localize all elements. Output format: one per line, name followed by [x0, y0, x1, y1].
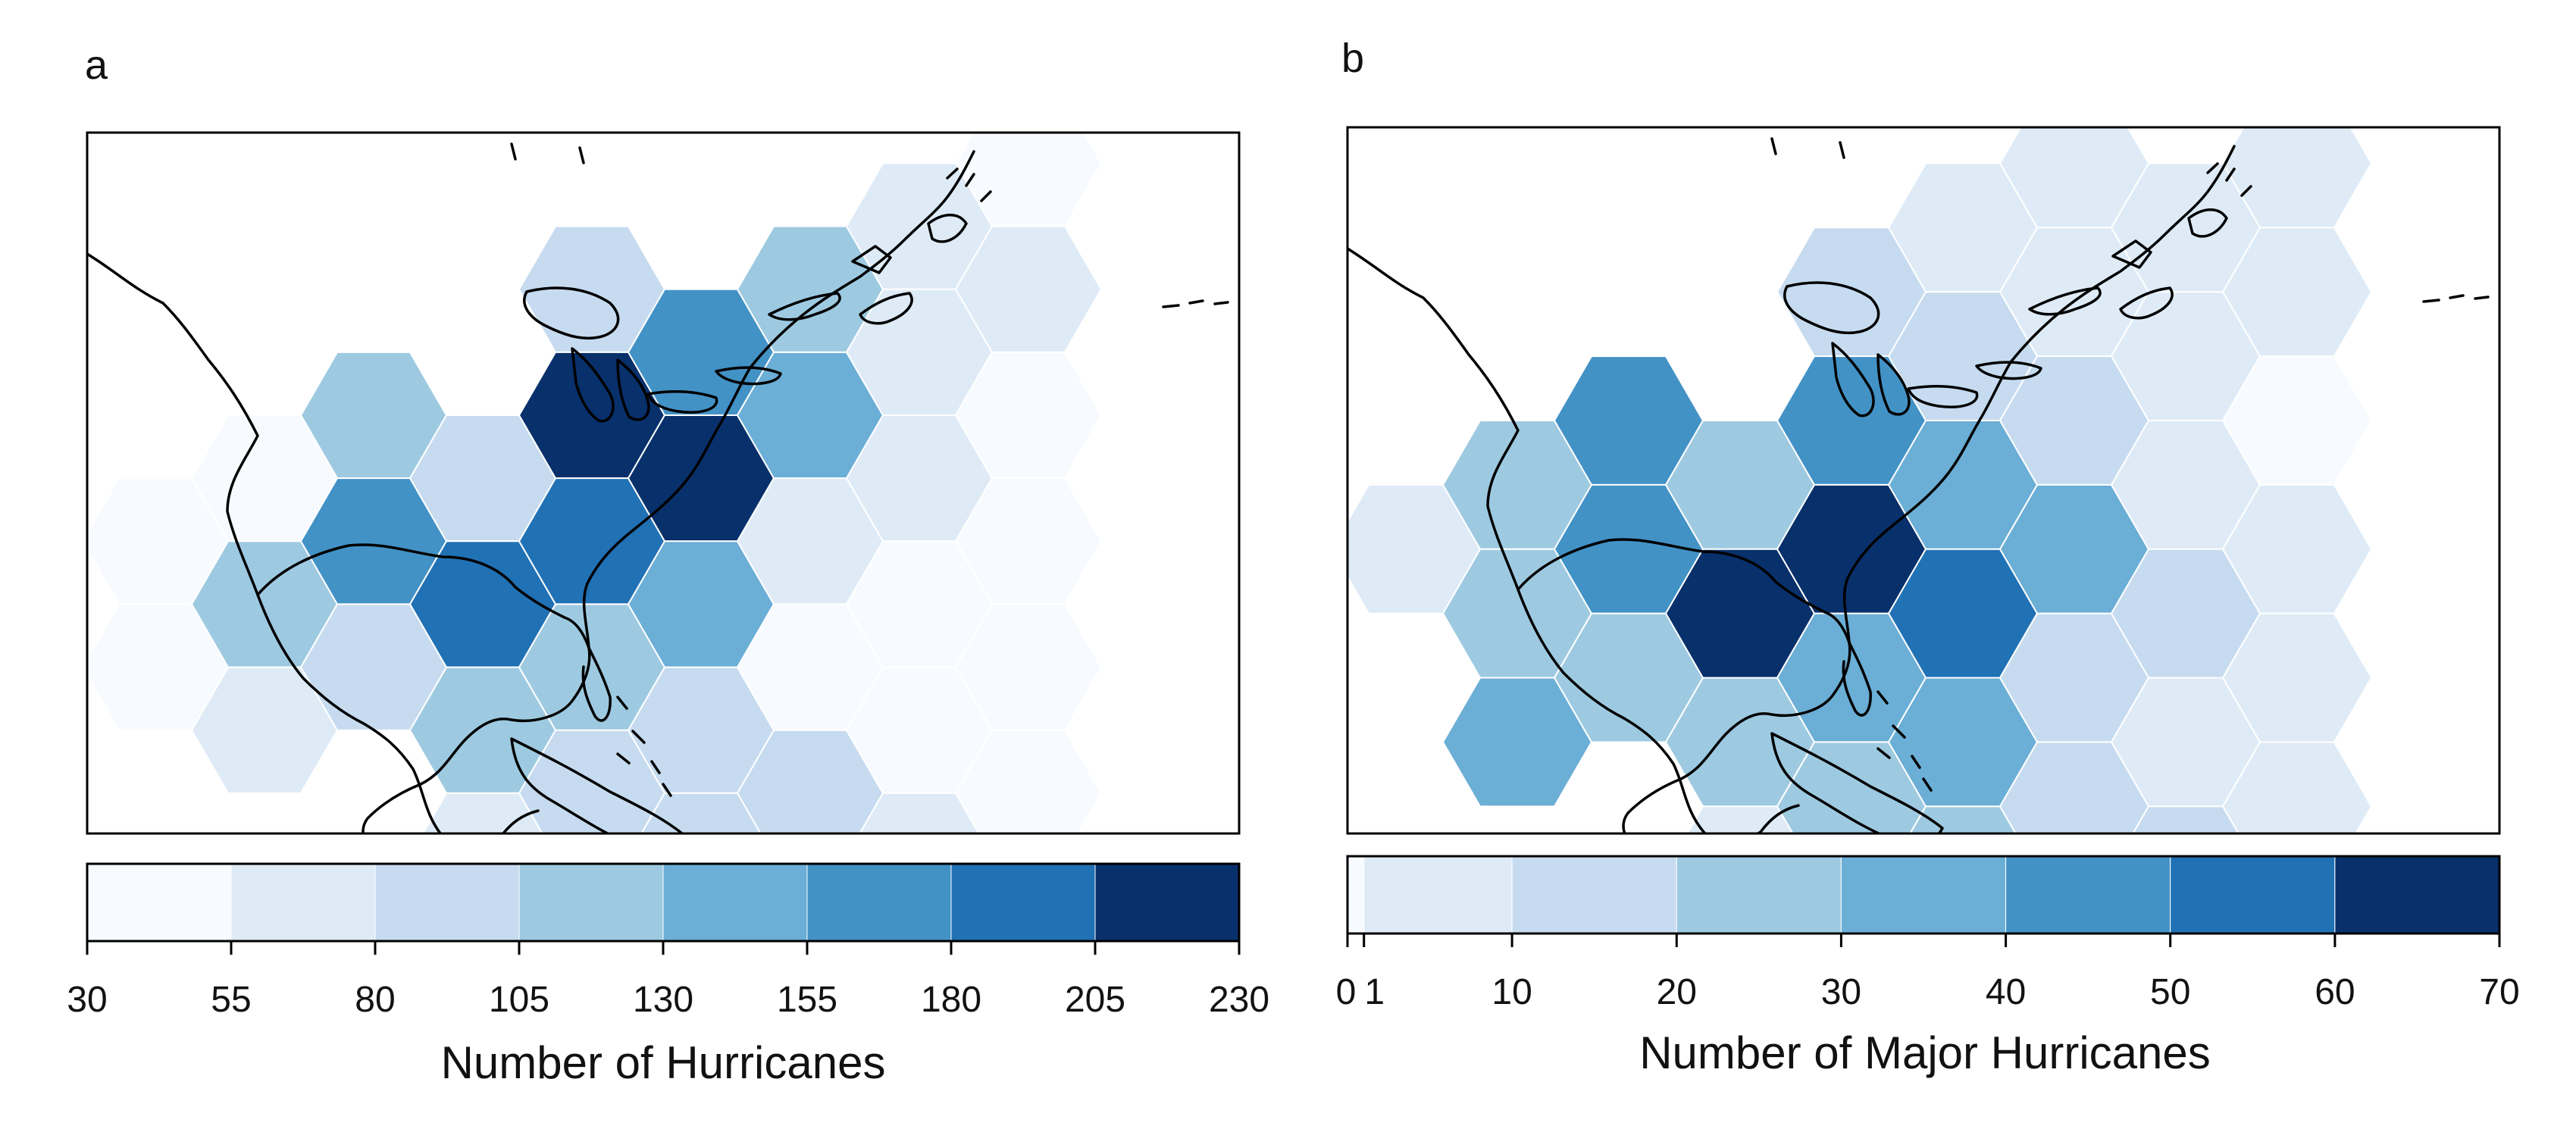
colorbar-tick-label: 180	[921, 980, 981, 1020]
panel-b-colorbar-label: Number of Major Hurricanes	[1639, 1027, 2211, 1078]
colorbar-swatch	[1511, 855, 1677, 934]
colorbar-swatch	[1347, 855, 1365, 934]
panel-a-map-frame	[86, 131, 1241, 835]
colorbar-swatch	[230, 863, 376, 942]
colorbar-tick-label: 60	[2315, 972, 2355, 1012]
colorbar-swatch	[2170, 855, 2336, 934]
panel-b-colorbar-frame	[1346, 855, 2501, 935]
panel-a-hex-grid	[87, 133, 1103, 833]
panel-a-colorbar-label: Number of Hurricanes	[441, 1037, 886, 1088]
colorbar-swatch	[806, 863, 952, 942]
colorbar-tick-label: 1	[1364, 972, 1385, 1012]
colorbar-swatch	[1676, 855, 1842, 934]
colorbar-tick-label: 0	[1336, 972, 1357, 1012]
colorbar-swatch	[1094, 863, 1240, 942]
hex-cell	[954, 729, 1103, 833]
panel-a: a 30 55 80 105 130 155 180 205 230 Number of Hur…	[67, 42, 1269, 1088]
colorbar-swatch	[2005, 855, 2171, 934]
panel-b-colorbar-ticks: 0 1 10 20 30 40 50 60 70	[1336, 934, 2520, 1012]
panel-b-letter: b	[1341, 36, 1364, 81]
colorbar-swatch	[1840, 855, 2006, 934]
colorbar-tick-label: 30	[67, 980, 107, 1020]
colorbar-swatch	[950, 863, 1096, 942]
panel-b-hex-grid	[1347, 127, 2373, 833]
panel-a-colorbar-ticks: 30 55 80 105 130 155 180 205 230	[67, 941, 1269, 1020]
panel-b-map-frame	[1346, 126, 2501, 835]
colorbar-swatch	[518, 863, 664, 942]
colorbar-tick-label: 80	[355, 980, 395, 1020]
colorbar-swatch	[1363, 855, 1513, 934]
colorbar-tick-label: 70	[2479, 972, 2519, 1012]
colorbar-tick-label: 30	[1821, 972, 1861, 1012]
panel-b-colorbar	[1347, 855, 2500, 934]
colorbar-tick-label: 10	[1491, 972, 1532, 1012]
panel-a-colorbar	[86, 863, 1240, 942]
colorbar-tick-label: 205	[1065, 980, 1125, 1020]
colorbar-tick-label: 55	[211, 980, 251, 1020]
hex-cell	[2221, 741, 2373, 833]
colorbar-tick-label: 155	[777, 980, 837, 1020]
colorbar-swatch	[662, 863, 808, 942]
colorbar-tick-label: 105	[489, 980, 549, 1020]
panel-b: b 0 1 10 20 30 40 50 60 70 Number of Major Hurri…	[1336, 36, 2520, 1078]
colorbar-tick-label: 130	[633, 980, 693, 1020]
colorbar-swatch	[86, 863, 232, 942]
colorbar-tick-label: 230	[1209, 980, 1269, 1020]
colorbar-tick-label: 50	[2150, 972, 2190, 1012]
colorbar-tick-label: 40	[1986, 972, 2026, 1012]
colorbar-swatch	[374, 863, 520, 942]
colorbar-swatch	[2334, 855, 2500, 934]
panel-a-letter: a	[85, 42, 108, 88]
colorbar-tick-label: 20	[1657, 972, 1697, 1012]
